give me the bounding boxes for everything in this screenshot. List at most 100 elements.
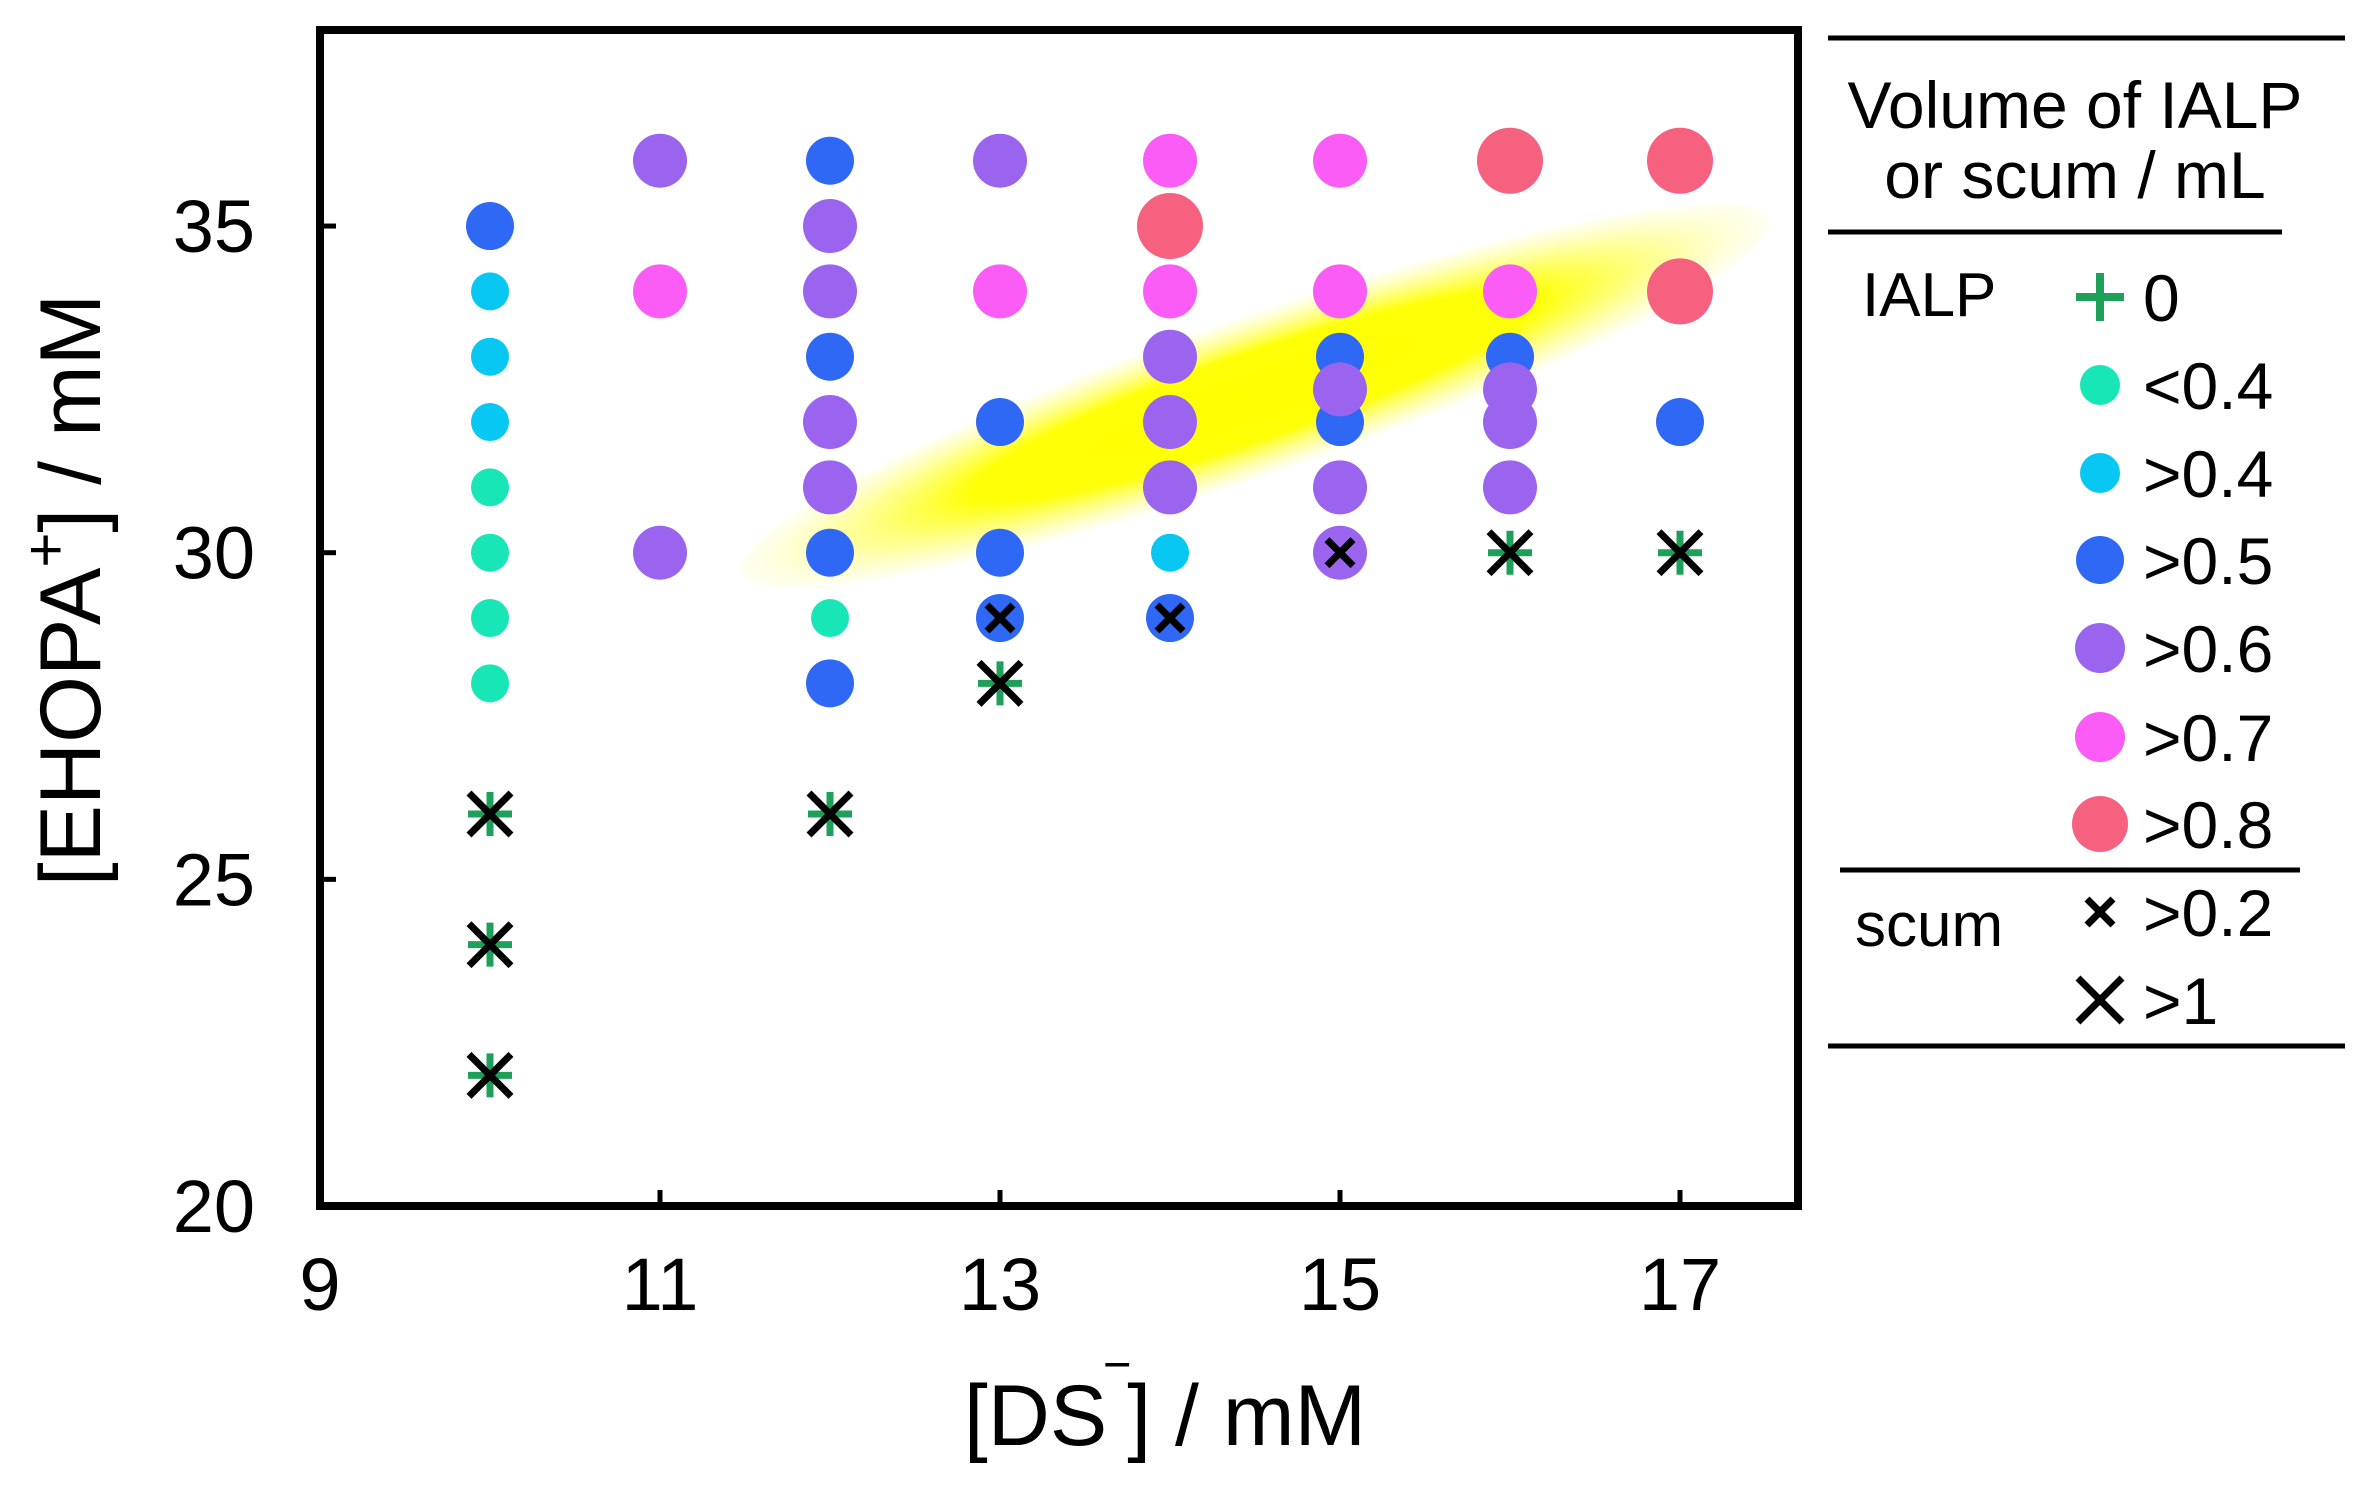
legend-label: 0 — [2143, 261, 2180, 335]
data-point — [1143, 395, 1197, 450]
highlight-ellipse — [740, 203, 1770, 588]
data-point — [806, 332, 854, 381]
x-tick-label: 17 — [1639, 1243, 1721, 1326]
data-point — [1483, 460, 1537, 515]
data-point-x-small — [1154, 602, 1186, 634]
legend-entry: 0 — [2076, 261, 2180, 335]
data-point — [1483, 395, 1537, 450]
data-point-x-large — [806, 790, 854, 838]
data-point — [973, 264, 1027, 319]
highlight-region-layer — [740, 203, 1770, 588]
legend-swatch — [2072, 796, 2128, 852]
legend-label: >1 — [2143, 964, 2218, 1038]
data-point-x-large — [976, 659, 1024, 707]
legend-swatch — [2075, 712, 2125, 762]
legend-swatch — [2075, 623, 2125, 673]
data-point — [1483, 264, 1537, 319]
legend-title-line2: or scum / mL — [1884, 138, 2265, 212]
x-stroke-b — [806, 790, 854, 838]
data-point — [1313, 362, 1367, 417]
data-point — [973, 133, 1027, 188]
x-stroke-b — [1324, 537, 1356, 569]
y-tick-label: 25 — [173, 838, 255, 921]
series--0-7 — [633, 133, 1537, 319]
x-stroke-b — [466, 790, 514, 838]
data-point — [1143, 329, 1197, 384]
x-tick-label: 11 — [622, 1243, 699, 1326]
legend-entry: >0.7 — [2075, 701, 2273, 775]
y-tick-label: 35 — [173, 185, 255, 268]
data-point — [1313, 264, 1367, 319]
data-point — [803, 264, 857, 319]
data-point — [471, 337, 509, 376]
data-point — [471, 272, 509, 311]
data-point-x-large — [1486, 529, 1534, 577]
data-point — [471, 403, 509, 442]
data-point — [471, 468, 509, 507]
axis-ticks: 9 11 13 15 17 20 25 30 35 — [173, 185, 1721, 1326]
legend-group-ialp: IALP — [1862, 261, 1996, 330]
series--0-8 — [1137, 127, 1713, 325]
data-point — [803, 395, 857, 450]
series--0-4 — [471, 468, 849, 703]
legend-entry: >0.2 — [2084, 876, 2273, 950]
legend-label: <0.4 — [2143, 349, 2273, 423]
x-stroke-b — [2075, 975, 2125, 1025]
x-tick-label: 13 — [959, 1243, 1041, 1326]
data-point — [1143, 264, 1197, 319]
x-stroke-b — [466, 1051, 514, 1099]
data-point-x-large — [466, 790, 514, 838]
data-point-x-large — [466, 1051, 514, 1099]
data-point — [1143, 133, 1197, 188]
series-0 — [468, 530, 1702, 1098]
data-point — [633, 525, 687, 580]
data-point — [1656, 398, 1704, 447]
data-point — [633, 133, 687, 188]
data-point — [806, 659, 854, 708]
legend-label: >0.2 — [2143, 876, 2273, 950]
y-axis-label: [EHOPA+] / mM — [12, 294, 119, 887]
data-point — [1647, 258, 1713, 325]
data-point — [1137, 193, 1203, 260]
data-point-x-large — [466, 921, 514, 969]
series--0-4 — [471, 272, 1189, 572]
data-point-x-small — [984, 602, 1016, 634]
data-point — [1151, 533, 1189, 572]
data-point — [803, 460, 857, 515]
legend-swatch — [2080, 365, 2120, 405]
x-tick-label: 9 — [299, 1243, 340, 1326]
legend-label: >0.6 — [2143, 612, 2273, 686]
legend-entry: >0.6 — [2075, 612, 2273, 686]
legend-swatch-x-large — [2075, 975, 2125, 1025]
legend-entries: 0 <0.4 >0.4 >0.5 >0.6 >0.7 >0.8 >0.2 >1 — [2072, 261, 2273, 1038]
plot-frame — [316, 26, 1802, 1210]
legend-swatch — [2080, 453, 2120, 493]
y-tick-label: 20 — [173, 1165, 255, 1248]
data-point — [1143, 460, 1197, 515]
legend-entry: >0.8 — [2072, 788, 2273, 862]
legend-label: >0.5 — [2143, 524, 2273, 598]
data-point — [633, 264, 687, 319]
x-axis-label: [DS‾] / mM — [964, 1357, 1366, 1464]
data-point — [1313, 133, 1367, 188]
data-marks — [466, 127, 1713, 1099]
data-point — [806, 136, 854, 185]
x-stroke-b — [1486, 529, 1534, 577]
data-point — [471, 599, 509, 638]
x-stroke-b — [984, 602, 1016, 634]
data-point-x-small — [1324, 537, 1356, 569]
x-stroke-b — [466, 921, 514, 969]
data-point-x-large — [1656, 529, 1704, 577]
legend-group-scum: scum — [1855, 891, 2003, 960]
legend-entry: >0.4 — [2080, 437, 2273, 511]
x-stroke-b — [1656, 529, 1704, 577]
legend: Volume of IALP or scum / mL IALP scum 0 <… — [1828, 35, 2345, 1049]
data-point — [471, 664, 509, 703]
x-stroke-b — [2084, 896, 2116, 928]
legend-title-line1: Volume of IALP — [1848, 68, 2303, 142]
series--0-2-scum — [984, 537, 1356, 634]
series--1-scum — [466, 529, 1704, 1099]
data-point — [811, 599, 849, 638]
legend-entry: >1 — [2075, 964, 2218, 1038]
series--0-6 — [633, 133, 1537, 580]
